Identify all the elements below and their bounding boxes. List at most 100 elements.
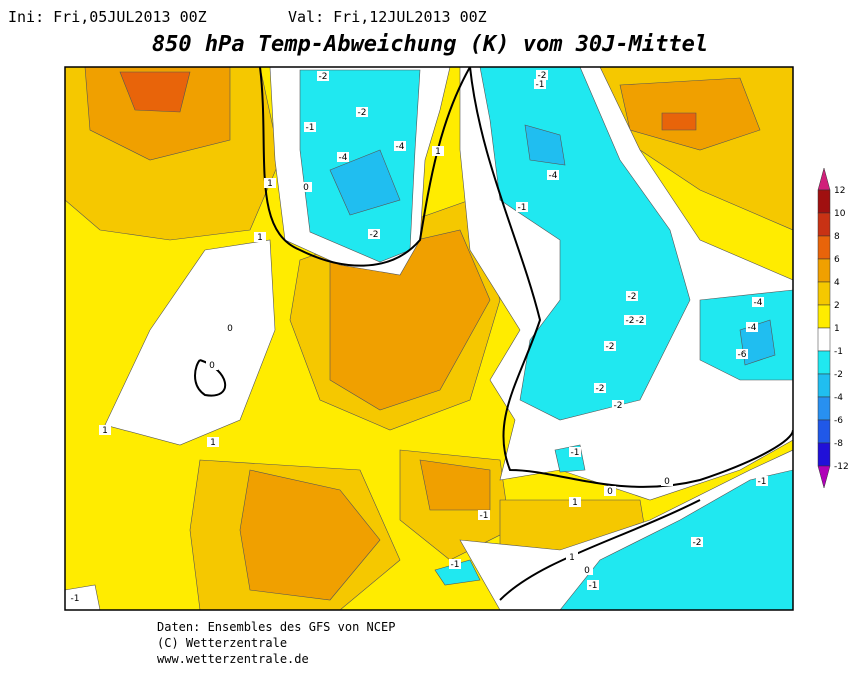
contour-label-bg (317, 71, 329, 81)
anomaly-area (329, 149, 401, 216)
contour-label-bg (534, 79, 546, 89)
contour-label: -1 (480, 511, 489, 521)
contour-label: -2 (370, 230, 379, 240)
colorbar-band (817, 304, 831, 329)
contour-label-bg (752, 297, 764, 307)
colorbar-label: -4 (834, 393, 843, 403)
contour-label-bg (626, 291, 638, 301)
anomaly-area (329, 229, 491, 411)
zero-contour (469, 67, 793, 488)
contour-label-bg (264, 178, 276, 188)
contour-label: -6 (738, 350, 747, 360)
contour-label: 1 (102, 426, 108, 436)
contour-label: -1 (306, 123, 315, 133)
contour-label: -4 (754, 298, 763, 308)
colorbar-label: 12 (834, 186, 845, 196)
contour-label: -2 (626, 316, 635, 326)
contour-label: -2 (358, 108, 367, 118)
contour-label: -2 (319, 72, 328, 82)
map-frame (64, 66, 794, 611)
contour-label: -4 (396, 142, 405, 152)
contour-label: 0 (227, 324, 233, 334)
contour-label: 1 (435, 147, 441, 157)
contour-label: -4 (549, 171, 558, 181)
colorbar-label: 10 (834, 209, 846, 219)
contour-label: -1 (758, 477, 767, 487)
contour-label: -1 (536, 80, 545, 90)
contour-label: -4 (748, 323, 757, 333)
footer-line: (C) Wetterzentrale (157, 636, 287, 650)
contour-label-bg (206, 360, 218, 370)
contour-label: -2 (606, 342, 615, 352)
contour-label-bg (569, 497, 581, 507)
title: 850 hPa Temp-Abweichung (K) vom 30J-Mitt… (152, 32, 708, 57)
anomaly-area (524, 124, 566, 166)
footer-line: Daten: Ensembles des GFS von NCEP (157, 620, 395, 634)
contour-label: -2 (614, 401, 623, 411)
anomaly-area (84, 67, 231, 161)
contour-label: 1 (267, 179, 273, 189)
colorbar-label: 2 (834, 301, 840, 311)
colorbar-label: 6 (834, 255, 840, 265)
contour-label: -2 (636, 316, 645, 326)
zero-contour (499, 499, 701, 601)
contour-label: -1 (71, 594, 80, 604)
contour-label: 0 (584, 566, 590, 576)
anomaly-area (119, 71, 191, 113)
colorbar-band (817, 258, 831, 283)
contour-label-bg (516, 202, 528, 212)
contour-label-bg (432, 146, 444, 156)
contour-label-bg (207, 437, 219, 447)
colorbar-band (817, 327, 831, 352)
contour-label: 0 (607, 487, 613, 497)
contour-label-bg (99, 425, 111, 435)
contour-label: -1 (571, 448, 580, 458)
footer-line: www.wetterzentrale.de (157, 652, 309, 666)
contour-label-bg (634, 315, 646, 325)
valid-time: Val: Fri,12JUL2013 00Z (288, 8, 487, 26)
colorbar-label: -2 (834, 370, 843, 380)
colorbar-band (817, 281, 831, 306)
contour-label: -2 (628, 292, 637, 302)
contour-label-bg (624, 315, 636, 325)
colorbar-label: -8 (834, 439, 843, 449)
contour-label: -1 (518, 203, 527, 213)
contour-label-bg (746, 322, 758, 332)
contour-label-bg (604, 341, 616, 351)
colorbar-label: 4 (834, 278, 840, 288)
colorbar-band (817, 442, 831, 467)
anomaly-area (239, 469, 381, 601)
contour-label-bg (587, 580, 599, 590)
contour-label-bg (69, 593, 81, 603)
anomaly-area (65, 584, 101, 610)
contour-label: -1 (451, 560, 460, 570)
contour-label-bg (356, 107, 368, 117)
contour-label-bg (736, 349, 748, 359)
contour-label-bg (691, 537, 703, 547)
colorbar-band (817, 396, 831, 421)
map: -2-2-1-4-4 11 0-21-1-2-4-1-2-2 -2-2-4-4-600… (65, 67, 793, 610)
colorbar-end (817, 167, 831, 191)
colorbar-label: 1 (834, 324, 840, 334)
colorbar-band (817, 212, 831, 237)
contour-label: -2 (596, 384, 605, 394)
colorbar-band (817, 419, 831, 444)
colorbar-band (817, 373, 831, 398)
contour-label-bg (581, 565, 593, 575)
contour-label-bg (604, 486, 616, 496)
contour-label-bg (449, 559, 461, 569)
init-time: Ini: Fri,05JUL2013 00Z (8, 8, 207, 26)
contour-label-bg (547, 170, 559, 180)
contour-label: 0 (664, 477, 670, 487)
contour-label: 0 (209, 361, 215, 371)
colorbar: 12 10 8 6 4 2 1 -1 -2 -4 -6 -8 -12 (817, 167, 849, 489)
anomaly-area (559, 469, 793, 610)
contour-label-bg (368, 229, 380, 239)
contour-label-bg (612, 400, 624, 410)
contour-label-bg (661, 476, 673, 486)
anomaly-area (661, 112, 697, 131)
contour-label: 1 (569, 553, 575, 563)
contour-label-bg (594, 383, 606, 393)
contour-label-bg (566, 552, 578, 562)
contour-label-bg (394, 141, 406, 151)
